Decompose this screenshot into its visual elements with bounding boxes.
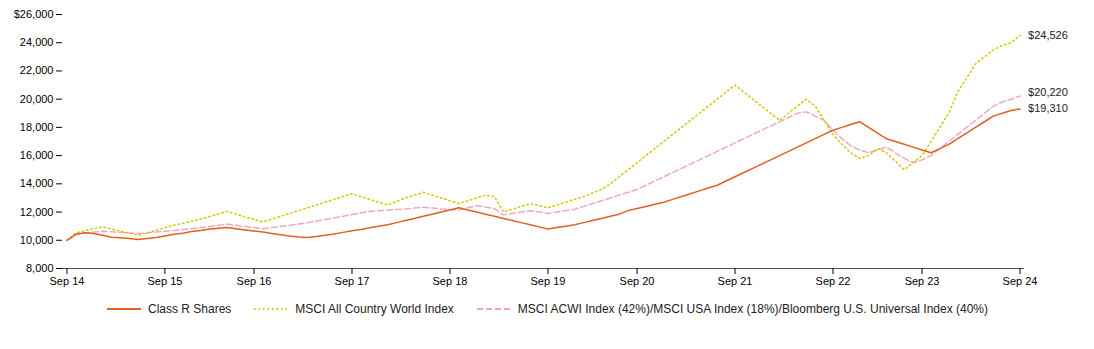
svg-text:12,000: 12,000	[20, 206, 54, 218]
svg-text:Sep 14: Sep 14	[50, 275, 85, 287]
svg-text:Sep 18: Sep 18	[433, 275, 468, 287]
svg-text:24,000: 24,000	[20, 36, 54, 48]
svg-text:20,000: 20,000	[20, 93, 54, 105]
html-text:Class R Shares: Class R Shares	[148, 302, 232, 316]
svg-text:8,000: 8,000	[26, 262, 54, 274]
html-text:MSCI All Country World Index: MSCI All Country World Index	[295, 302, 454, 316]
svg-text:Sep 17: Sep 17	[335, 275, 370, 287]
svg-text:18,000: 18,000	[20, 121, 54, 133]
svg-text:$24,526: $24,526	[1028, 29, 1068, 41]
svg-text:14,000: 14,000	[20, 177, 54, 189]
svg-text:Sep 19: Sep 19	[531, 275, 566, 287]
svg-text:Sep 20: Sep 20	[620, 275, 655, 287]
svg-text:Sep 15: Sep 15	[147, 275, 182, 287]
svg-text:Sep 24: Sep 24	[1003, 275, 1038, 287]
svg-text:Sep 16: Sep 16	[237, 275, 272, 287]
svg-text:$19,310: $19,310	[1028, 102, 1068, 114]
svg-text:Sep 23: Sep 23	[905, 275, 940, 287]
html-text:MSCI ACWI Index (42%)/MSCI USA: MSCI ACWI Index (42%)/MSCI USA Index (18…	[517, 302, 988, 316]
svg-text:Sep 22: Sep 22	[816, 275, 851, 287]
svg-text:Sep 21: Sep 21	[718, 275, 753, 287]
svg-text:$26,000: $26,000	[14, 8, 54, 20]
svg-text:22,000: 22,000	[20, 64, 54, 76]
svg-text:$20,220: $20,220	[1028, 86, 1068, 98]
svg-text:10,000: 10,000	[20, 234, 54, 246]
svg-text:16,000: 16,000	[20, 149, 54, 161]
